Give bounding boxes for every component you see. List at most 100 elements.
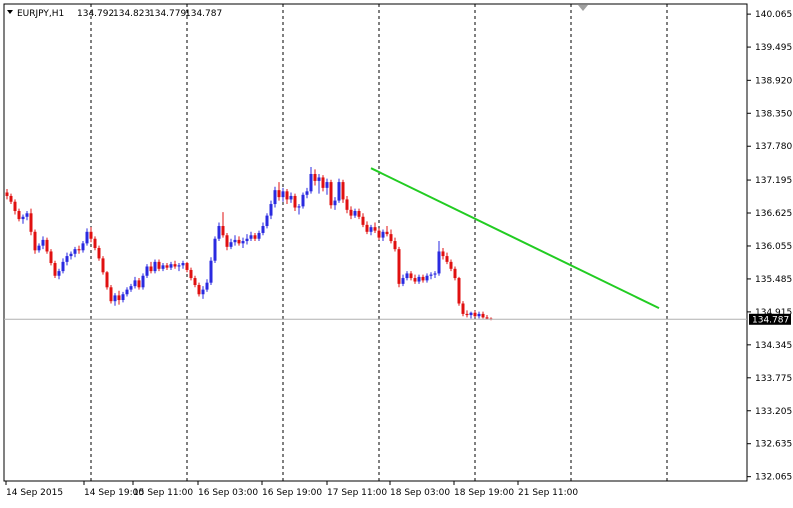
candle-body (393, 241, 397, 250)
x-tick-label: 14 Sep 2015 (6, 488, 63, 498)
period-separators (90, 4, 668, 481)
candle-body (357, 210, 361, 217)
candle-body (65, 256, 69, 262)
y-tick-label: 137.195 (755, 176, 792, 186)
candle-body (273, 190, 277, 205)
candle-body (333, 200, 337, 206)
candle-body (285, 191, 289, 200)
candle-body (129, 286, 133, 290)
candle-body (361, 216, 365, 225)
candle-body (97, 247, 101, 259)
candle-body (381, 231, 385, 238)
candle-body (365, 224, 369, 232)
candle-body (341, 182, 345, 200)
candle-body (337, 182, 341, 201)
candle-body (193, 278, 197, 285)
candle-body (189, 269, 193, 279)
ohlc-open: 134.792 (77, 9, 114, 19)
candle-body (121, 294, 125, 301)
candle-body (257, 232, 261, 239)
candle-body (113, 295, 117, 302)
candle-body (169, 264, 173, 268)
candle-body (89, 231, 93, 239)
candle-body (353, 210, 357, 216)
candle-body (81, 243, 85, 251)
candle-body (369, 227, 373, 232)
candle-body (253, 235, 257, 239)
candle-body (173, 264, 177, 267)
x-tick-label: 16 Sep 03:00 (198, 488, 258, 498)
candle-body (457, 278, 461, 304)
y-tick-label: 138.350 (755, 109, 792, 119)
ohlc-high: 134.823 (113, 9, 150, 19)
candle-body (117, 295, 121, 301)
candle-body (281, 191, 285, 198)
candle-body (5, 192, 9, 196)
candle-body (445, 256, 449, 262)
candle-body (29, 213, 33, 232)
candle-body (345, 199, 349, 210)
candle-body (377, 230, 381, 238)
x-tick-label: 18 Sep 03:00 (390, 488, 450, 498)
y-tick-label: 140.065 (755, 10, 792, 20)
candle-body (185, 263, 189, 270)
chart-shift-marker-icon[interactable] (578, 5, 588, 11)
candle-body (389, 234, 393, 242)
candle-body (481, 313, 485, 318)
symbol-timeframe: EURJPY,H1 (17, 9, 64, 19)
candle-body (149, 266, 153, 272)
candle-body (165, 265, 169, 268)
candle-body (477, 313, 481, 317)
candle-body (25, 213, 29, 217)
candle-body (417, 276, 421, 282)
candle-body (69, 253, 73, 257)
candle-body (53, 263, 57, 276)
candle-body (433, 273, 437, 275)
candle-body (373, 227, 377, 231)
y-tick-label: 134.345 (755, 341, 792, 351)
candle-body (277, 190, 281, 198)
symbol-menu-triangle-icon[interactable] (7, 10, 13, 14)
x-tick-label: 18 Sep 19:00 (454, 488, 514, 498)
candle-body (385, 231, 389, 235)
y-axis: 140.065 139.495 138.920 138.350 137.780 137.1… (747, 10, 792, 483)
candle-body (141, 275, 145, 288)
candle-body (157, 261, 161, 269)
candle-body (45, 239, 49, 252)
candle-body (237, 239, 241, 244)
candle-body (41, 239, 45, 246)
candle-body (77, 249, 81, 251)
candle-body (201, 289, 205, 295)
candle-body (249, 235, 253, 239)
y-tick-label: 137.780 (755, 142, 792, 152)
candle-body (349, 209, 353, 216)
x-tick-label: 21 Sep 11:00 (518, 488, 578, 498)
candle-body (13, 201, 17, 211)
candle-body (413, 278, 417, 282)
candle-body (397, 249, 401, 284)
candle-body (245, 238, 249, 242)
candle-body (313, 173, 317, 181)
candle-body (73, 249, 77, 254)
candle-body (437, 251, 441, 274)
x-tick-label: 15 Sep 11:00 (133, 488, 193, 498)
candle-body (449, 261, 453, 269)
trendline[interactable] (370, 167, 660, 310)
candle-body (229, 242, 233, 247)
candle-body (469, 312, 473, 316)
candle-body (425, 275, 429, 281)
candle-body (17, 210, 21, 220)
candle-body (21, 216, 25, 220)
candle-body (101, 258, 105, 273)
ohlc-close: 134.787 (185, 9, 222, 19)
candle-body (461, 303, 465, 314)
candle-body (137, 280, 141, 288)
candle-body (93, 238, 97, 248)
candle-body (297, 206, 301, 208)
y-tick-label: 132.635 (755, 440, 792, 450)
candle-body (105, 272, 109, 288)
candle-body (269, 204, 273, 216)
